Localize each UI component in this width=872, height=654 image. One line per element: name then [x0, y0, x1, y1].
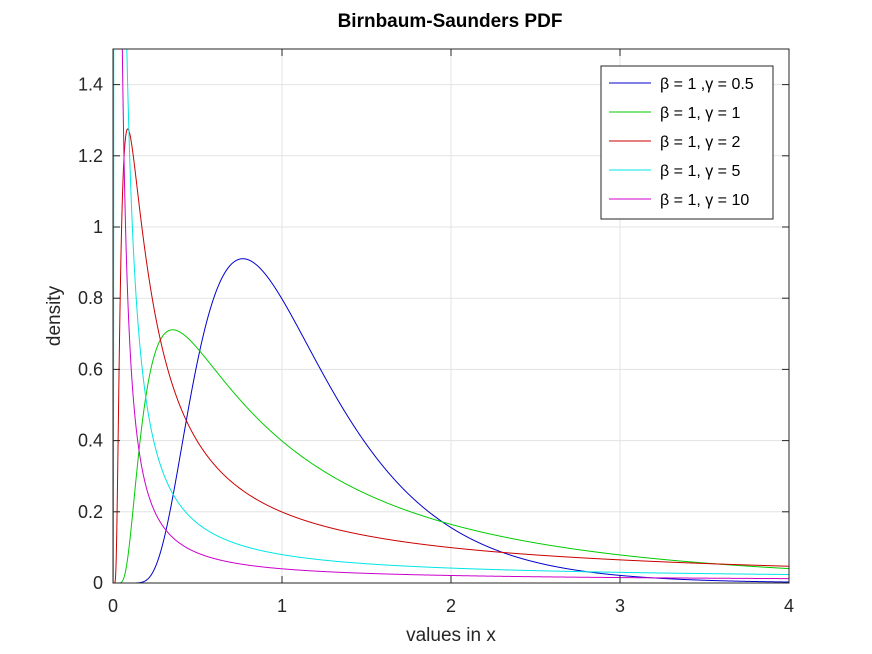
legend-label: β = 1, γ = 5 [660, 163, 740, 180]
y-tick-label: 0.6 [78, 359, 103, 379]
y-tick-label: 0.8 [78, 288, 103, 308]
y-tick-label: 1.4 [78, 75, 103, 95]
series-line [113, 49, 789, 583]
grid [112, 49, 790, 584]
y-axis: 0 0.2 0.4 0.6 0.8 1 1.2 1.4 [78, 75, 789, 593]
series-line [113, 258, 789, 583]
legend-item: β = 1, γ = 1 [609, 105, 740, 122]
series-lines [113, 49, 789, 583]
legend-item: β = 1, γ = 5 [609, 163, 740, 180]
legend-box [600, 65, 774, 220]
x-tick-label: 1 [277, 596, 287, 616]
legend-item: β = 1, γ = 2 [609, 134, 740, 151]
y-tick-label: 0 [93, 573, 103, 593]
legend-label: β = 1, γ = 1 [660, 105, 740, 122]
y-tick-label: 1 [93, 217, 103, 237]
y-tick-label: 0.4 [78, 431, 103, 451]
x-tick-label: 3 [615, 596, 625, 616]
series-line [113, 49, 789, 583]
legend-item: β = 1, γ = 10 [609, 192, 749, 209]
x-tick-label: 2 [446, 596, 456, 616]
legend-label: β = 1, γ = 2 [660, 134, 740, 151]
y-tick-label: 1.2 [78, 146, 103, 166]
x-tick-label: 4 [784, 596, 794, 616]
y-tick-label: 0.2 [78, 502, 103, 522]
series-line [113, 128, 789, 583]
x-tick-label: 0 [108, 596, 118, 616]
x-axis: 0 1 2 3 4 [108, 49, 794, 616]
legend-item: β = 1 ,γ = 0.5 [609, 76, 754, 93]
legend-label: β = 1, γ = 10 [660, 192, 749, 209]
legend-label: β = 1 ,γ = 0.5 [660, 76, 754, 93]
chart-title: Birnbaum-Saunders PDF [338, 11, 563, 32]
series-line [113, 329, 789, 583]
x-axis-label: values in x [406, 625, 496, 646]
legend: β = 1 ,γ = 0.5 β = 1, γ = 1 β = 1, γ = 2 β … [600, 65, 774, 220]
y-axis-label: density [44, 285, 65, 346]
